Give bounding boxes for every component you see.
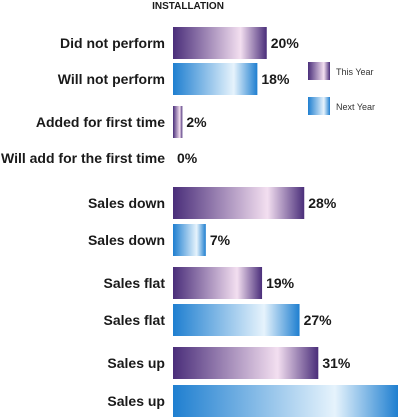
bars-layer: Did not perform 20% Will not perform 18% Add… <box>1 27 398 417</box>
category-label: Sales down <box>88 232 165 248</box>
bar <box>173 385 398 417</box>
legend-label-next-year: Next Year <box>336 102 375 112</box>
bar <box>173 106 183 138</box>
legend-swatch-next-year <box>308 97 330 115</box>
value-label: 0% <box>177 150 198 166</box>
value-label: 20% <box>271 35 300 51</box>
bar <box>173 267 263 299</box>
value-label: 28% <box>308 195 337 211</box>
category-label: Sales down <box>88 195 165 211</box>
bar <box>173 187 305 219</box>
legend: This Year Next Year <box>308 62 375 115</box>
category-label: Will not perform <box>58 71 165 87</box>
bar <box>173 27 267 59</box>
bar <box>173 224 206 256</box>
category-label: Sales up <box>107 355 165 371</box>
chart-title: INSTALLATION <box>152 1 224 12</box>
category-label: Sales flat <box>104 275 166 291</box>
category-label: Added for first time <box>36 114 165 130</box>
category-label: Sales flat <box>104 312 166 328</box>
bar <box>173 304 300 336</box>
category-label: Did not perform <box>60 35 165 51</box>
value-label: 7% <box>210 232 231 248</box>
bar <box>173 347 319 379</box>
value-label: 18% <box>261 71 290 87</box>
legend-swatch-this-year <box>308 62 330 80</box>
value-label: 31% <box>322 355 351 371</box>
value-label: 2% <box>186 114 207 130</box>
value-label: 27% <box>304 312 333 328</box>
category-label: Will add for the first time <box>1 150 165 166</box>
bar <box>173 63 258 95</box>
category-label: Sales up <box>107 393 165 409</box>
legend-label-this-year: This Year <box>336 67 374 77</box>
value-label: 19% <box>266 275 295 291</box>
